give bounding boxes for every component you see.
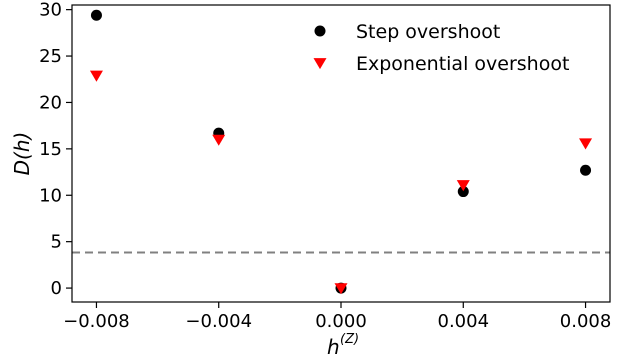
- series-2-point-4: [456, 180, 470, 192]
- axes: −0.008 −0.004 0.000 0.004 0.008 0 5 10 15 20 25 30 h…: [10, 0, 611, 359]
- series-2-point-3: [334, 283, 348, 295]
- y-tick-label-2: 5: [51, 232, 62, 253]
- x-tick-label-2: −0.004: [185, 311, 252, 332]
- x-tick-label-4: 0.004: [438, 311, 490, 332]
- y-axis-label: D(h): [10, 132, 34, 176]
- data-marks: [89, 9, 593, 295]
- legend-marker-2: [313, 58, 327, 70]
- y-tick-label-3: 10: [39, 185, 62, 206]
- y-tick-label-4: 15: [39, 139, 62, 160]
- series-2-point-5: [579, 138, 593, 150]
- y-tick-label-6: 25: [39, 46, 62, 67]
- legend-label-2: Exponential overshoot: [356, 53, 569, 75]
- legend-label-1: Step overshoot: [356, 21, 500, 43]
- legend-marker-1: [314, 25, 326, 37]
- series-2-point-2: [212, 134, 226, 146]
- series-2-point-1: [89, 70, 103, 82]
- legend: Step overshoot Exponential overshoot: [313, 21, 569, 75]
- x-axis-label-superscript: (Z): [340, 332, 359, 347]
- series-1-point-4: [457, 186, 469, 198]
- x-axis-label: h: [327, 335, 340, 359]
- y-tick-label-1: 0: [51, 278, 62, 299]
- x-tick-label-3: 0.000: [315, 311, 367, 332]
- y-tick-label-7: 30: [39, 0, 62, 21]
- x-tick-label-1: −0.008: [63, 311, 130, 332]
- y-tick-label-5: 20: [39, 92, 62, 113]
- plot-frame: [71, 4, 611, 303]
- series-1-point-5: [580, 164, 592, 176]
- series-1-point-1: [90, 9, 102, 21]
- x-tick-label-5: 0.008: [560, 311, 612, 332]
